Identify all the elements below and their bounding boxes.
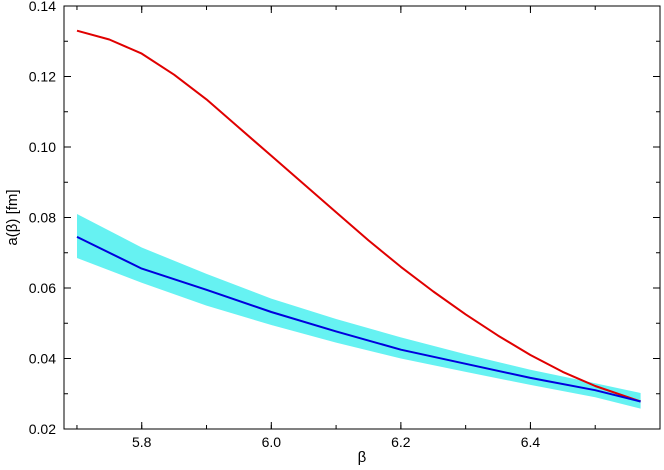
y-tick-label: 0.12	[29, 69, 56, 85]
series-line-2	[76, 236, 641, 403]
uncertainty-band-layer	[77, 214, 641, 409]
y-tick-label: 0.06	[29, 280, 56, 296]
y-axis: 0.02 0.04 0.06 0.08 0.10 0.12 0.14	[29, 0, 660, 437]
series-layer	[76, 29, 641, 403]
x-tick-label: 6.4	[521, 434, 541, 450]
x-axis-label: β	[358, 449, 367, 466]
x-tick-label: 6.2	[391, 434, 411, 450]
y-tick-label: 0.02	[29, 421, 56, 437]
y-tick-label: 0.14	[29, 0, 56, 14]
y-axis-label: a(β) [fm]	[4, 189, 21, 245]
x-axis: 5.8 6.0 6.2 6.4	[76, 6, 661, 450]
plot-frame	[63, 5, 661, 430]
y-tick-label: 0.10	[29, 139, 56, 155]
uncertainty-band	[77, 214, 641, 409]
x-tick-label: 6.0	[262, 434, 282, 450]
x-tick-label: 5.8	[132, 434, 152, 450]
y-tick-label: 0.04	[29, 351, 56, 367]
y-tick-label: 0.08	[29, 210, 56, 226]
series-line-1	[76, 29, 641, 403]
